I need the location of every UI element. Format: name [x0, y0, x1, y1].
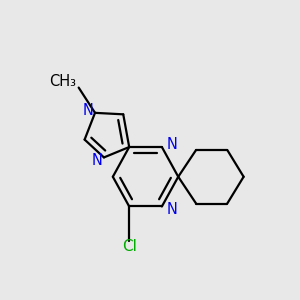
Text: N: N — [83, 103, 94, 118]
Text: N: N — [92, 154, 102, 169]
Text: Cl: Cl — [122, 239, 136, 254]
Text: CH₃: CH₃ — [49, 74, 76, 89]
Text: N: N — [166, 202, 177, 217]
Text: N: N — [166, 136, 177, 152]
